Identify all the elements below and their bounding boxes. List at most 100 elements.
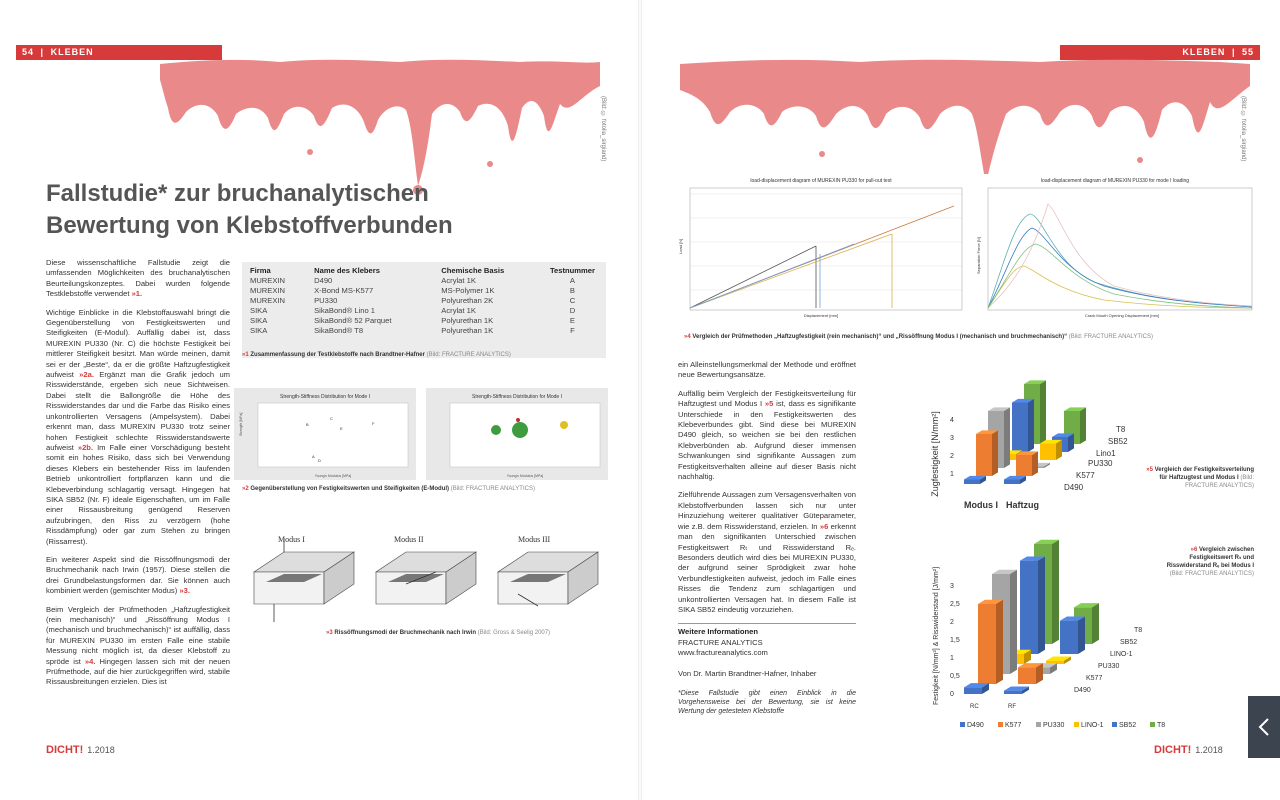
series-label: PU330 [1088, 459, 1113, 468]
bar-top [1046, 656, 1071, 661]
caption-source: (Bild: FRACTURE ANALYTICS) [426, 352, 511, 358]
cell: D [569, 306, 576, 315]
caption-marker: »4 [684, 334, 691, 340]
fig6-series-labels: T8 SB52 LINO-1 PU330 K577 D490 [1074, 627, 1142, 694]
fig4a-xlabel: Displacement [mm] [804, 313, 838, 318]
series-label: D490 [1074, 687, 1091, 694]
fig6-legend: D490 K577 PU330 LINO-1 SB52 T8 [960, 722, 1165, 729]
figure-1-caption: »1 Zusammenfassung der Testklebstoffe na… [242, 352, 606, 358]
caption-text: Vergleich der Festigkeitsverteilung für … [1154, 467, 1254, 481]
figure-2-caption: »2 Gegenüberstellung von Festigkeitswert… [242, 486, 612, 492]
ytick: 3 [950, 435, 954, 442]
bar-top [1034, 539, 1059, 544]
cell: X-Bond MS-K577 [314, 286, 374, 295]
previous-page-button[interactable] [1248, 696, 1280, 758]
cell: SIKA [250, 326, 268, 335]
figure-6-chart: Festigkeit [N/mm²] & Risswiderstand [J/m… [933, 539, 1165, 729]
series-label: PU330 [1098, 663, 1120, 670]
figure-5-caption: »5 Vergleich der Festigkeitsverteilung f… [1146, 466, 1254, 490]
bar-top [1016, 451, 1038, 455]
cell: E [569, 316, 575, 325]
table-row: MUREXIN D490 Acrylat 1K A [242, 276, 606, 286]
legend-label: LINO-1 [1081, 722, 1104, 729]
cell: SIKA [250, 316, 268, 325]
bar-top [992, 569, 1017, 574]
table-row: SIKA SikaBond® T8 Polyurethan 1K F [242, 326, 606, 358]
bar-front [1060, 620, 1078, 654]
right-page: KLEBEN | 55 (Bild: © fotolia_sirgiand) l… [640, 0, 1280, 800]
ytick: 3 [950, 583, 954, 590]
series-line [987, 227, 1253, 309]
series-label: D490 [1064, 483, 1084, 492]
header-separator: | [40, 47, 45, 57]
bar-top [1024, 380, 1046, 384]
bar-top [1004, 686, 1029, 691]
series-label: LINO-1 [1110, 651, 1133, 658]
fig2a-svg: Strength-Stiffness Distribution for Mode… [239, 394, 409, 478]
text: erkennt man den signifikanten Unterschie… [678, 521, 856, 614]
mode-3-label: Modus III [518, 535, 551, 544]
footnote: *Diese Fallstudie gibt einen Einblick in… [678, 689, 856, 715]
legend-swatch [1074, 722, 1079, 727]
bar-side [1028, 398, 1034, 452]
photo-credit-right: (Bild: © fotolia_sirgiand) [1240, 96, 1246, 162]
info-website-link[interactable]: www.fractureanalytics.com [678, 648, 768, 658]
cell: Acrylat 1K [441, 306, 476, 315]
figure-ref: »4. [84, 656, 96, 666]
section-label-right: KLEBEN [1182, 47, 1226, 57]
caption-marker: »6 [1190, 547, 1198, 553]
brand-logo-ex: ! [79, 744, 84, 756]
table-row: MUREXIN PU330 Polyurethan 2K C [242, 296, 606, 306]
figure-4b-chart: load-displacement diagram of MUREXIN PU3… [974, 174, 1256, 326]
bar-top [1020, 556, 1045, 561]
bar-top [976, 430, 998, 434]
bar-side [1032, 451, 1038, 476]
footer-right: DICHT! 1.2018 [1154, 744, 1223, 756]
ytick: 2 [950, 453, 954, 460]
figure-ref: »3. [179, 586, 190, 596]
cell: MUREXIN [250, 296, 286, 305]
fig6-bars [964, 539, 1099, 694]
brand-logo: DICHT [46, 744, 80, 756]
figure-4-caption: »4 Vergleich der Prüfmethoden „Haftzugfe… [684, 334, 1244, 340]
chevron-left-icon [1258, 718, 1269, 736]
cell: C [569, 296, 576, 305]
caption-source: (Bild: FRACTURE ANALYTICS) [450, 486, 535, 492]
series-line [689, 233, 893, 309]
legend-swatch [960, 722, 965, 727]
legend-swatch [998, 722, 1003, 727]
caption-text: Vergleich zwischen Festigkeitswert Rₜ un… [1166, 547, 1254, 569]
bar-side [1040, 380, 1046, 444]
title-line-1: Fallstudie* zur bruchanalytischen [46, 180, 429, 207]
series-label: SB52 [1108, 437, 1128, 446]
text: Ergänzt man die Grafik jedoch um Risswid… [46, 370, 231, 452]
bar-side [1064, 656, 1071, 664]
fig4b-ylabel: Separation Force [N] [976, 237, 981, 274]
cell: MUREXIN [250, 286, 286, 295]
fig5-ylabel: Zugfestigkeit [N/mm²] [930, 411, 940, 497]
text: ein Alleinstellungsmerkmal der Methode u… [678, 360, 856, 380]
bubble [512, 422, 528, 438]
fig2a-ylabel: Strength [MPa] [239, 413, 243, 436]
legend-label: T8 [1157, 722, 1165, 729]
article-title: Fallstudie* zur bruchanalytischen Bewert… [46, 178, 606, 242]
ytick: 1,5 [950, 637, 960, 644]
grid [690, 193, 962, 291]
mode-2-label: Modus II [394, 535, 424, 544]
caption-text: Rissöffnungsmodi der Bruchmechanik nach … [334, 630, 477, 636]
brand-logo-ex: ! [1187, 744, 1192, 756]
bubble [516, 418, 520, 422]
text: Ein weiterer Aspekt sind die Rissöffnung… [46, 554, 230, 596]
bar-side [982, 683, 989, 694]
figure-ref: »2a. [79, 370, 94, 380]
bar-side [996, 599, 1003, 684]
table-row: SIKA SikaBond® Lino 1 Acrylat 1K D [242, 306, 606, 316]
caption-marker: »1 [242, 352, 249, 358]
series-label: K577 [1086, 675, 1102, 682]
fig2a-xlabel: Young's Modulus [MPa] [315, 474, 352, 478]
header-right: KLEBEN | 55 [1060, 45, 1260, 60]
caption-source: (Bild: Gross & Seelig 2007) [477, 630, 551, 636]
figure-ref: »6 [819, 521, 829, 531]
spine-gutter [638, 0, 642, 800]
cell: B [569, 286, 575, 295]
